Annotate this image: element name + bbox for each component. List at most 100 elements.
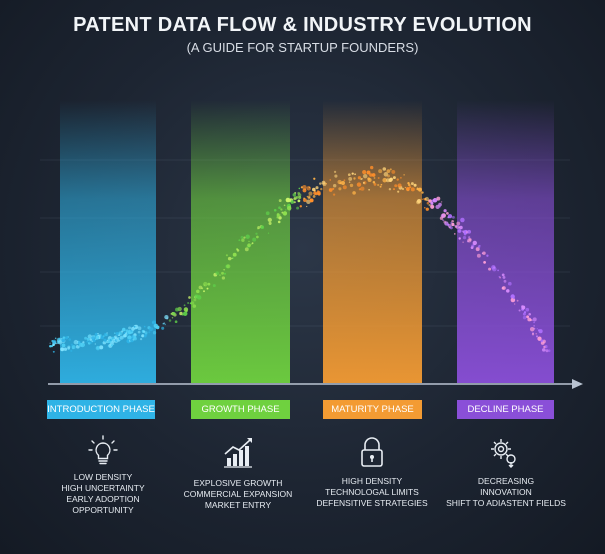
particle [516,299,519,302]
particle [236,249,240,252]
particle [49,342,51,344]
particle [446,212,449,215]
particle [430,204,435,209]
particle [73,339,79,345]
particle [421,198,423,200]
particle [456,221,461,226]
particle [64,336,69,340]
particle [298,187,301,190]
particle [332,193,336,196]
particle [404,186,407,189]
particle [403,174,405,176]
particle [296,206,300,210]
particle [267,217,272,223]
particle [255,232,258,235]
particle [338,187,342,191]
phase-column-introduction [60,100,156,383]
particle [473,243,476,246]
particle [401,187,405,191]
desc-line: HIGH DENSITY [341,476,403,486]
particle [372,180,376,184]
particle [244,247,249,252]
desc-line: DECREASING [477,476,535,486]
phase-column-growth [191,100,290,383]
particle [413,183,417,187]
particle [94,332,98,336]
particle [522,312,526,316]
particle [514,303,516,305]
particle [542,348,546,352]
particle [532,317,537,322]
particle [248,240,250,242]
particle [328,188,333,192]
particle [298,195,302,200]
particle [306,205,308,208]
particle [221,271,224,275]
particle [56,342,58,345]
particle [143,334,147,338]
particle [54,337,57,340]
particle [387,174,390,178]
particle [77,344,80,347]
page-title: PATENT DATA FLOW & INDUSTRY EVOLUTION [73,14,532,36]
particle [537,329,541,332]
particle [52,350,55,353]
particle [288,204,291,206]
phase-desc-introduction: LOW DENSITY HIGH UNCERTAINTY EARLY ADOPT… [33,472,173,516]
particle [467,238,472,243]
particle [137,330,141,334]
particle [320,187,323,191]
particle [166,317,169,320]
particle [260,225,265,229]
particle [453,225,456,227]
particle [88,335,90,337]
particle [329,179,331,181]
particle [144,331,148,335]
particle [529,326,535,332]
particle [352,191,356,195]
growth-chart-icon [224,438,252,468]
particle [312,187,316,192]
particle [102,340,107,345]
particle [133,337,137,341]
particle [49,344,52,348]
particle [501,273,505,277]
particle [179,311,183,316]
particle [131,326,135,331]
particle [68,345,71,348]
particle [139,337,143,341]
particle [341,181,345,185]
particle [172,312,176,316]
particle [106,339,109,342]
particle [470,246,474,250]
particle [540,339,544,343]
particle [114,332,116,334]
particle [97,332,99,335]
desc-line: INNOVATION [480,487,532,497]
gear-icon [491,439,516,468]
particle [416,198,422,204]
particle [362,170,367,175]
particle [247,243,251,248]
particle [360,178,363,180]
particle [188,296,191,299]
particle [397,183,402,188]
particle [521,305,526,310]
particle [522,315,527,320]
particle [370,165,374,170]
particle [426,201,430,205]
particle [193,298,197,302]
particle [317,192,321,196]
particle [103,333,108,337]
particle [457,229,462,233]
particle [182,311,188,316]
particle [332,187,335,190]
particle [325,183,327,185]
desc-line: TECHNOLOGAL LIMITS [325,487,419,497]
particle [366,170,371,175]
desc-line: DEFENSITIVE STRATEGIES [316,498,428,508]
particle [322,182,327,187]
particle [151,320,156,325]
particle [439,216,444,220]
particle [443,209,447,213]
